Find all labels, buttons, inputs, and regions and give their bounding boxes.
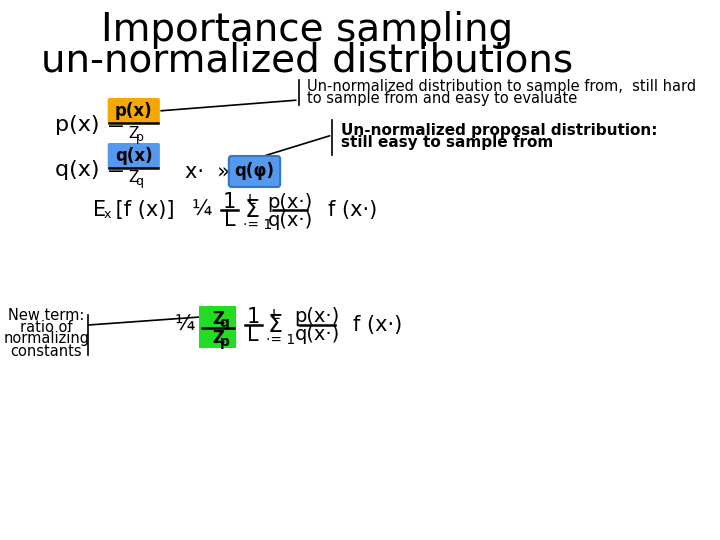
FancyBboxPatch shape: [229, 156, 280, 187]
Text: Σ: Σ: [245, 198, 260, 222]
Text: to sample from and easy to evaluate: to sample from and easy to evaluate: [307, 91, 577, 106]
Text: ·= 1: ·= 1: [266, 333, 294, 347]
Text: f (x·): f (x·): [354, 315, 402, 335]
Text: constants: constants: [11, 343, 82, 359]
Text: L: L: [271, 308, 279, 322]
Text: p(x): p(x): [115, 102, 153, 120]
Text: Importance sampling: Importance sampling: [101, 11, 513, 49]
Text: q(x) =: q(x) =: [55, 160, 125, 180]
Text: q(x): q(x): [115, 147, 153, 165]
FancyBboxPatch shape: [108, 98, 160, 124]
Text: ratio of: ratio of: [20, 320, 73, 334]
Text: ¼: ¼: [192, 200, 212, 220]
Text: p: p: [136, 131, 143, 144]
Text: x: x: [104, 208, 111, 221]
Text: q: q: [135, 176, 144, 188]
Text: L: L: [248, 325, 259, 345]
Text: f (x·): f (x·): [328, 200, 377, 220]
Text: 1: 1: [223, 192, 236, 212]
Text: ¼: ¼: [175, 315, 195, 335]
Text: normalizing: normalizing: [4, 332, 89, 347]
Text: p(x·): p(x·): [268, 192, 313, 212]
Text: x·  »: x· »: [185, 162, 230, 182]
Text: Z: Z: [129, 171, 139, 186]
Text: q(φ): q(φ): [234, 162, 274, 180]
Text: still easy to sample from: still easy to sample from: [341, 136, 553, 151]
Text: Σ: Σ: [268, 313, 282, 337]
Text: Z: Z: [129, 125, 139, 140]
FancyBboxPatch shape: [108, 143, 160, 169]
Text: q: q: [220, 316, 230, 330]
Text: Un-normalized proposal distribution:: Un-normalized proposal distribution:: [341, 123, 657, 138]
Text: ·= 1: ·= 1: [243, 218, 272, 232]
Text: L: L: [224, 210, 235, 230]
Text: un-normalized distributions: un-normalized distributions: [41, 41, 573, 79]
Text: [f (x)]: [f (x)]: [109, 200, 174, 220]
Text: Z: Z: [212, 310, 224, 328]
Text: p(x) =: p(x) =: [55, 115, 125, 135]
Text: p: p: [220, 335, 230, 349]
FancyBboxPatch shape: [199, 306, 236, 348]
Text: L: L: [248, 193, 256, 207]
Text: E: E: [93, 200, 106, 220]
Text: Z: Z: [212, 329, 224, 347]
Text: New term:: New term:: [8, 307, 84, 322]
Text: 1: 1: [247, 307, 260, 327]
Text: p(x·): p(x·): [294, 307, 340, 327]
Text: q(x·): q(x·): [294, 326, 340, 345]
Text: Un-normalized distribution to sample from,  still hard: Un-normalized distribution to sample fro…: [307, 79, 696, 94]
Text: q(x·): q(x·): [268, 211, 313, 229]
